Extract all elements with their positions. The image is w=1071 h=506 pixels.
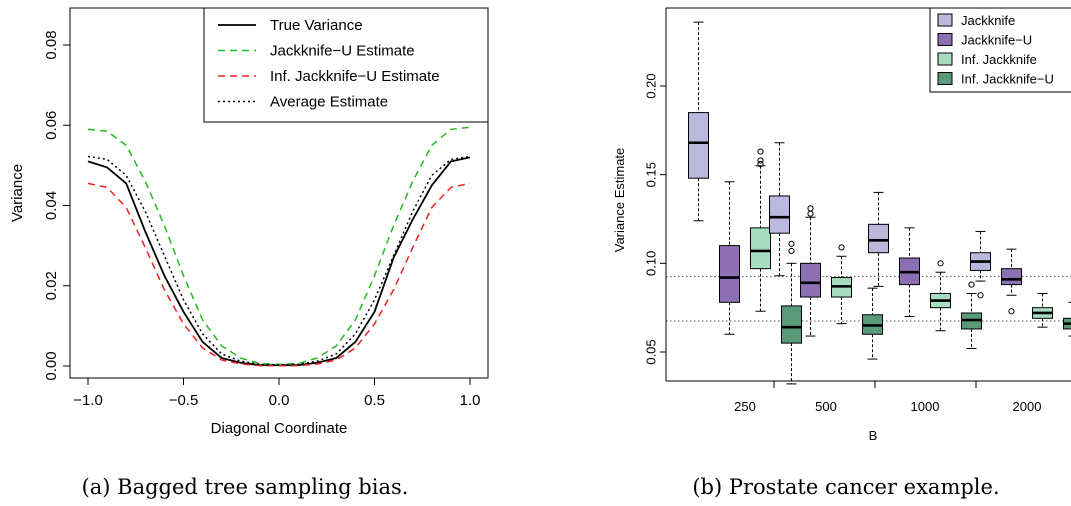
y-tick-label: 0.08: [43, 30, 60, 59]
legend-label: Inf. Jackknife: [961, 52, 1037, 67]
x-tick-label: −1.0: [73, 392, 103, 409]
caption-b: (b) Prostate cancer example.: [692, 475, 999, 499]
panel-b-box-plot: 0.05 0.10 0.15 0.20 250 500 1000 2000 B Variance …: [612, 7, 1071, 443]
legend-label: Inf. Jackknife−U Estimate: [270, 68, 440, 85]
box: [719, 245, 740, 303]
series-line-4: [87, 155, 471, 366]
legend-label: Inf. Jackknife−U: [961, 72, 1054, 87]
series-line-3: [87, 182, 471, 367]
x-tick-label: 0.0: [269, 392, 290, 409]
box-outlier: [968, 281, 975, 288]
y-tick-label: 0.10: [643, 251, 658, 276]
legend-box: [203, 7, 489, 123]
x-axis-label: Diagonal Coordinate: [211, 420, 348, 437]
legend-label: Jackknife−U: [961, 33, 1032, 48]
legend-swatch: [937, 72, 953, 85]
box-outlier: [788, 247, 795, 255]
x-tick-label: 0.5: [364, 392, 385, 409]
legend-label: Jackknife: [961, 13, 1015, 28]
series-line-2: [87, 126, 471, 366]
box: [781, 305, 802, 344]
box-outlier: [838, 244, 845, 251]
box: [1001, 268, 1022, 286]
y-tick-label: 0.05: [643, 339, 658, 364]
box: [688, 112, 709, 179]
y-tick-label: 0.20: [643, 73, 658, 98]
panel-a-line-chart: −1.0 −0.5 0.0 0.5 1.0 0.00 0.02 0.04 0.06 0.08 Dia…: [9, 7, 489, 437]
box: [800, 262, 821, 298]
box-outlier: [1008, 308, 1015, 315]
y-tick-label: 0.15: [643, 162, 658, 187]
x-tick-label: 1.0: [460, 392, 481, 409]
box-outlier: [807, 205, 814, 212]
y-tick-label: 0.00: [43, 351, 60, 380]
y-axis-label: Variance Estimate: [612, 148, 627, 253]
caption-a: (a) Bagged tree sampling bias.: [82, 475, 409, 499]
box: [868, 223, 889, 254]
box-outlier: [788, 240, 795, 247]
x-axis-label: B: [869, 428, 878, 443]
box-outlier: [977, 292, 984, 299]
x-category-label: 500: [815, 399, 837, 414]
box-outlier: [937, 260, 944, 267]
x-tick-label: −0.5: [169, 392, 199, 409]
series-line-1: [87, 156, 471, 367]
y-tick-label: 0.04: [43, 191, 60, 220]
legend-label: True Variance: [270, 17, 363, 34]
box-outlier: [757, 160, 764, 168]
legend-label: Average Estimate: [270, 94, 388, 111]
y-axis-label: Variance: [9, 164, 26, 222]
box-outlier: [757, 157, 764, 164]
y-tick-label: 0.06: [43, 111, 60, 140]
box-outlier: [807, 210, 814, 217]
legend-swatch: [937, 52, 953, 66]
x-category-label: 2000: [1013, 399, 1042, 414]
box: [750, 227, 771, 270]
legend-swatch: [937, 13, 953, 27]
x-category-label: 1000: [911, 399, 940, 414]
box-outlier: [757, 148, 764, 155]
legend-label: Jackknife−U Estimate: [270, 43, 415, 60]
y-tick-label: 0.02: [43, 271, 60, 300]
legend-swatch: [937, 33, 953, 46]
legend-box: [929, 7, 1071, 93]
x-category-label: 250: [734, 399, 756, 414]
box: [769, 195, 790, 234]
